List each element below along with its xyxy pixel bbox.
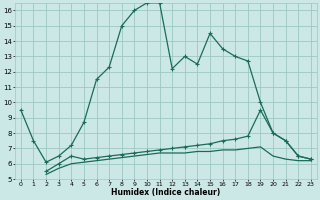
X-axis label: Humidex (Indice chaleur): Humidex (Indice chaleur)	[111, 188, 220, 197]
